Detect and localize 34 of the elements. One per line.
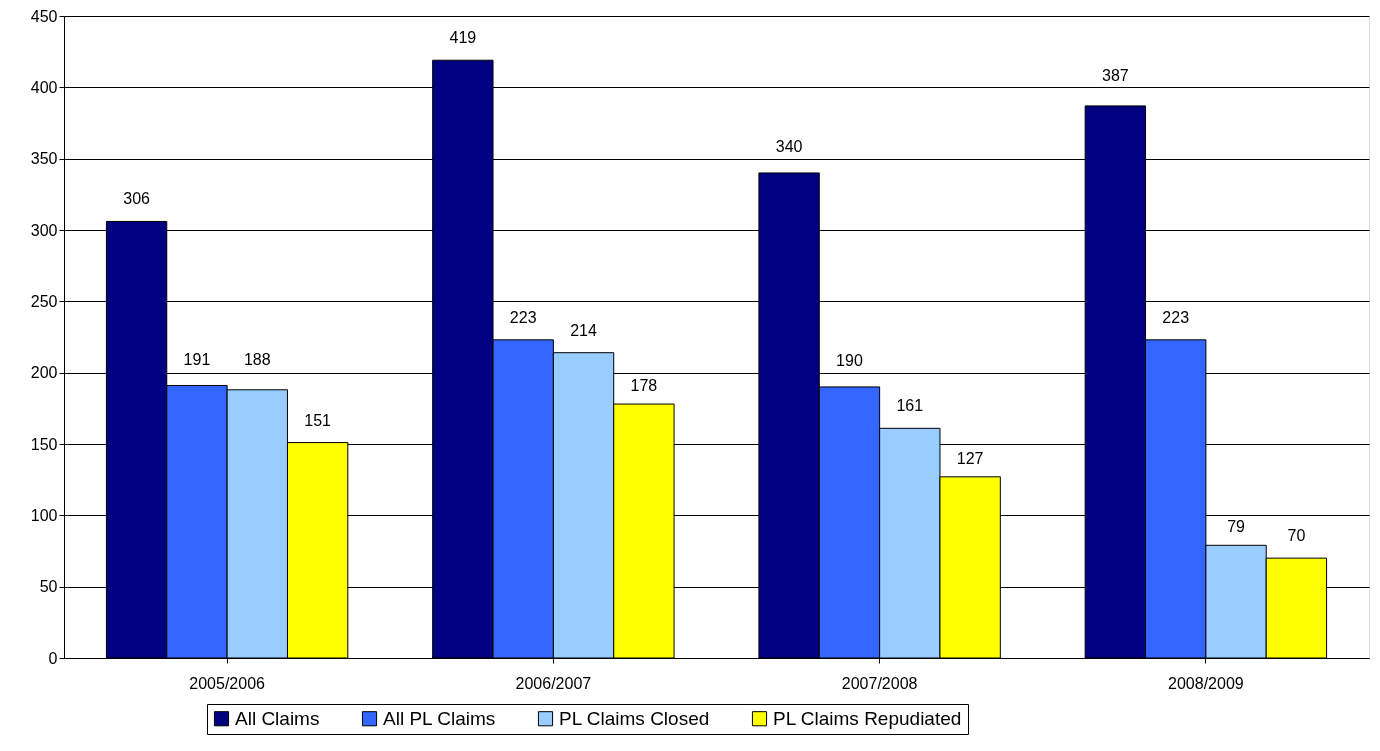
y-tick-label: 400 xyxy=(30,78,58,96)
data-label: 161 xyxy=(896,397,924,415)
data-label: 79 xyxy=(1227,518,1246,536)
x-tick-label: 2005/2006 xyxy=(189,674,266,692)
y-tick-label: 350 xyxy=(30,150,58,168)
data-label: 223 xyxy=(509,308,537,326)
legend-label: PL Claims Repudiated xyxy=(773,707,962,729)
legend-label: All Claims xyxy=(235,707,320,729)
y-tick-label: 0 xyxy=(48,649,58,667)
y-tick-label: 300 xyxy=(30,221,58,239)
data-label: 178 xyxy=(630,377,658,395)
legend-label: All PL Claims xyxy=(383,707,496,729)
y-tick-label: 450 xyxy=(30,7,58,25)
x-tick-label: 2006/2007 xyxy=(515,674,592,692)
y-tick-label: 100 xyxy=(30,506,58,524)
legend-label: PL Claims Closed xyxy=(559,707,710,729)
data-label: 191 xyxy=(183,350,211,368)
data-label: 419 xyxy=(449,29,477,47)
data-label: 151 xyxy=(304,411,332,429)
data-label: 190 xyxy=(836,351,863,369)
data-label: 387 xyxy=(1101,66,1129,84)
data-label: 340 xyxy=(775,137,803,155)
y-tick-label: 250 xyxy=(30,292,58,310)
x-tick-label: 2007/2008 xyxy=(841,674,918,692)
y-tick-label: 150 xyxy=(30,435,58,453)
y-tick-label: 50 xyxy=(39,578,58,596)
y-tick-label: 200 xyxy=(30,364,58,382)
data-label: 223 xyxy=(1162,308,1190,326)
data-label: 127 xyxy=(956,449,984,467)
data-label: 188 xyxy=(243,350,271,368)
data-label: 306 xyxy=(123,190,151,208)
data-label: 214 xyxy=(570,321,597,339)
data-label: 70 xyxy=(1287,527,1306,545)
x-tick-label: 2008/2009 xyxy=(1168,674,1244,692)
